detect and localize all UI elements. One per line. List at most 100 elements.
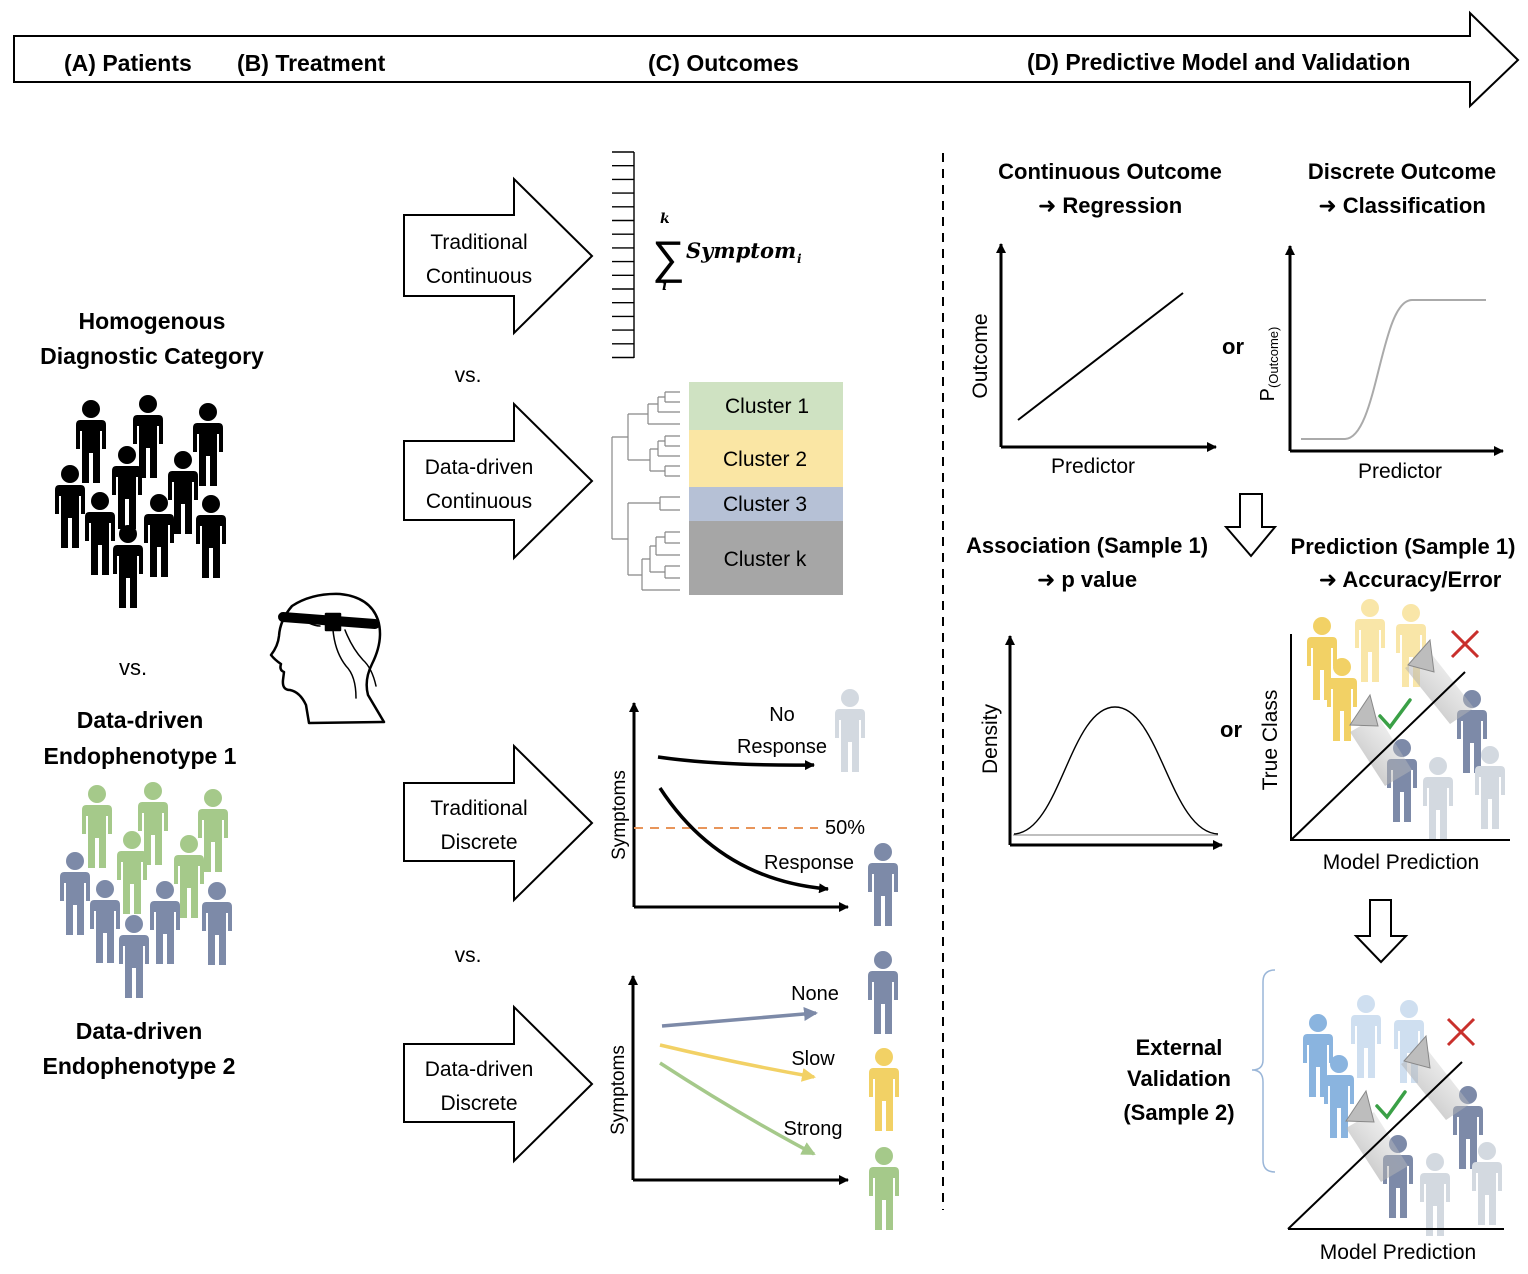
- none-curve: [661, 1007, 818, 1028]
- slow-person-icon: [869, 1048, 899, 1131]
- sample2-label: (Sample 2): [1123, 1100, 1234, 1125]
- svg-text:Discrete: Discrete: [440, 831, 517, 854]
- svg-text:Predictor: Predictor: [1051, 455, 1135, 478]
- header-patients: (A) Patients: [64, 50, 192, 76]
- response-curve: [658, 787, 829, 894]
- endo1-label-line1: Data-driven: [77, 707, 204, 733]
- svg-text:Outcome: Outcome: [969, 313, 992, 398]
- endo1-label-line2: Endophenotype 1: [44, 743, 237, 769]
- none-person-icon: [868, 951, 898, 1034]
- arrow-traditional-discrete: Traditional Discrete: [403, 743, 594, 903]
- validation-sample2-plot: Model Prediction: [1287, 995, 1504, 1264]
- strong-curve: [659, 1061, 816, 1156]
- cross-icon: [1450, 629, 1480, 659]
- cluster-2-label: Cluster 2: [723, 448, 807, 471]
- arrow-datadriven-discrete: Data-driven Discrete: [403, 1004, 594, 1164]
- svg-text:Predictor: Predictor: [1358, 460, 1442, 483]
- svg-text:True Class: True Class: [1259, 690, 1282, 791]
- validation-brace: [1251, 969, 1276, 1173]
- symptom-scale-ruler: [612, 151, 635, 359]
- svg-text:Strong: Strong: [784, 1118, 843, 1140]
- prediction-title: Prediction (Sample 1): [1291, 534, 1516, 559]
- sum-formula: ∑ k i Symptom i: [652, 211, 802, 294]
- svg-text:∑: ∑: [652, 231, 685, 283]
- svg-text:Continuous: Continuous: [426, 490, 532, 513]
- svg-text:Response: Response: [764, 852, 854, 874]
- density-curve: [1013, 706, 1219, 835]
- strong-person-icon: [869, 1147, 899, 1230]
- down-arrow-2: [1353, 899, 1409, 964]
- svg-text:Symptom: Symptom: [686, 238, 796, 263]
- endo2-label-line1: Data-driven: [76, 1018, 203, 1044]
- svg-text:Discrete: Discrete: [440, 1092, 517, 1115]
- cluster-2-block: [689, 430, 843, 487]
- homogenous-label-line2: Diagnostic Category: [40, 343, 264, 369]
- mixed-crowd-icon: [60, 782, 232, 998]
- cluster-3-block: [689, 487, 843, 521]
- sigmoid-curve: [1301, 299, 1486, 440]
- svg-text:k: k: [660, 211, 670, 227]
- svg-text:50%: 50%: [825, 817, 865, 839]
- cluster-1-block: [689, 382, 843, 430]
- arrow-datadriven-continuous: Data-driven Continuous: [403, 401, 594, 561]
- svg-text:i: i: [662, 278, 667, 294]
- svg-text:Response: Response: [737, 736, 827, 758]
- regression-title: ➜ Regression: [1038, 193, 1182, 218]
- or-label-bottom: or: [1220, 717, 1242, 742]
- header-treatment: (B) Treatment: [237, 50, 386, 76]
- homogenous-crowd-icon: [55, 395, 226, 608]
- svg-text:Model Prediction: Model Prediction: [1323, 851, 1479, 874]
- classification-title: ➜ Classification: [1318, 193, 1486, 218]
- svg-text:Symptoms: Symptoms: [609, 770, 630, 860]
- cluster-1-label: Cluster 1: [725, 395, 809, 418]
- density-plot: Density: [979, 635, 1223, 850]
- svg-text:Data-driven: Data-driven: [425, 456, 534, 479]
- dendrogram: [611, 391, 680, 591]
- cluster-k-label: Cluster k: [724, 548, 807, 571]
- svg-text:Traditional: Traditional: [430, 231, 527, 254]
- endo2-label-line2: Endophenotype 2: [43, 1053, 236, 1079]
- prediction-sample1-plot: True Class Model Prediction: [1259, 599, 1510, 874]
- svg-text:Density: Density: [979, 703, 1002, 774]
- header-model: (D) Predictive Model and Validation: [1027, 49, 1410, 75]
- svg-text:i: i: [797, 252, 802, 266]
- cluster-blocks: Cluster 1 Cluster 2 Cluster 3 Cluster k: [689, 382, 843, 595]
- svg-text:Symptoms: Symptoms: [608, 1045, 629, 1135]
- homogenous-label-line1: Homogenous: [79, 308, 226, 334]
- outcomes-vs-top: vs.: [455, 364, 482, 387]
- svg-text:P(Outcome): P(Outcome): [1257, 327, 1281, 402]
- datadriven-discrete-plot: Symptoms None Slow Strong: [608, 951, 899, 1230]
- svg-text:Model Prediction: Model Prediction: [1320, 1241, 1476, 1264]
- classification-plot: P(Outcome) Predictor: [1257, 245, 1504, 483]
- external-label: External: [1136, 1035, 1223, 1060]
- cluster-k-block: [689, 521, 843, 595]
- continuous-outcome-title: Continuous Outcome: [998, 159, 1222, 184]
- svg-text:Traditional: Traditional: [430, 797, 527, 820]
- slow-curve: [659, 1043, 816, 1082]
- check-icon-2: [1375, 1090, 1407, 1120]
- head-headset-icon: [269, 592, 386, 725]
- or-label-top: or: [1222, 334, 1244, 359]
- patients-vs: vs.: [119, 655, 147, 680]
- discrete-outcome-title: Discrete Outcome: [1308, 159, 1496, 184]
- svg-text:Slow: Slow: [791, 1048, 835, 1070]
- down-arrow-1: [1223, 493, 1278, 558]
- traditional-discrete-plot: Symptoms No Response 50% Response: [609, 689, 898, 926]
- no-response-curve: [657, 755, 815, 771]
- response-person-icon: [868, 843, 898, 926]
- svg-text:Continuous: Continuous: [426, 265, 532, 288]
- association-title: Association (Sample 1): [966, 533, 1208, 558]
- cross-icon-2: [1446, 1017, 1476, 1047]
- no-response-person-icon: [835, 689, 865, 772]
- cluster-3-label: Cluster 3: [723, 493, 807, 516]
- pvalue-title: ➜ p value: [1037, 567, 1137, 592]
- regression-plot: Outcome Predictor: [969, 243, 1217, 478]
- header-outcomes: (C) Outcomes: [648, 50, 799, 76]
- validation-label: Validation: [1127, 1066, 1231, 1091]
- svg-text:None: None: [791, 983, 839, 1005]
- svg-text:No: No: [769, 704, 795, 726]
- regression-line: [1017, 292, 1184, 421]
- check-icon: [1378, 698, 1412, 730]
- header-banner-arrow: [13, 10, 1520, 109]
